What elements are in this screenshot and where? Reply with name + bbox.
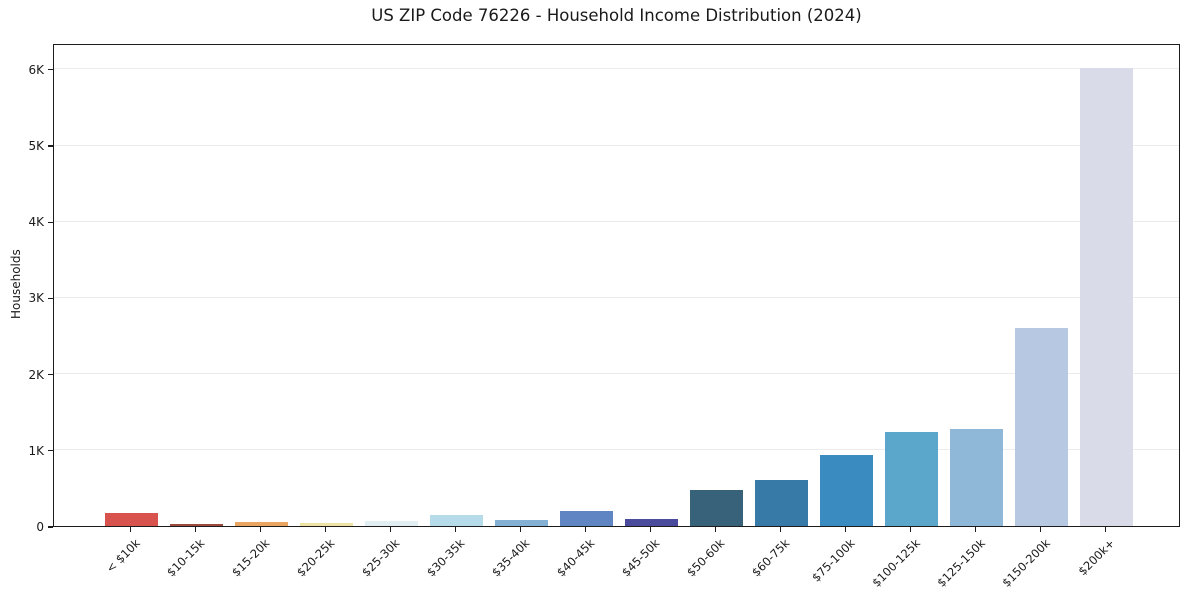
y-tick-mark: [48, 374, 53, 376]
x-tick-label: $50-60k: [684, 536, 728, 580]
bar-75-100k: [820, 455, 874, 526]
x-tick-label: $45-50k: [619, 536, 663, 580]
gridline-6K: [54, 68, 1179, 70]
x-tick-mark: [650, 527, 652, 532]
x-tick-mark: [130, 527, 132, 532]
gridline-4K: [54, 220, 1179, 222]
y-tick-label-0: 0: [36, 520, 44, 534]
gridline-2K: [54, 373, 1179, 375]
x-tick-mark: [780, 527, 782, 532]
y-tick-label-1K: 1K: [28, 443, 44, 458]
x-tick-mark: [195, 527, 197, 532]
bar-45-50k: [625, 519, 679, 526]
y-tick-mark: [48, 297, 53, 300]
gridline-5K: [54, 144, 1179, 146]
y-tick-mark: [48, 145, 53, 147]
y-tick-label-5K: 5K: [28, 139, 44, 154]
x-tick-label: $125-150k: [933, 536, 988, 590]
bar-35-40k: [495, 520, 549, 526]
y-tick-mark: [48, 69, 53, 71]
x-tick-label: $75-100k: [808, 536, 858, 585]
x-tick-label: $10-15k: [164, 536, 208, 580]
y-tick-mark: [48, 526, 53, 528]
bar-10-15k: [170, 524, 224, 526]
x-tick-mark: [845, 527, 847, 532]
x-tick-mark: [1040, 527, 1042, 532]
y-tick-mark: [48, 450, 53, 452]
x-tick-mark: [260, 527, 262, 532]
bar-150-200k: [1015, 327, 1069, 526]
bar-40-45k: [560, 510, 614, 526]
x-tick-label: < $10k: [103, 536, 143, 576]
x-tick-mark: [715, 527, 717, 532]
x-tick-mark: [390, 527, 392, 532]
bar-100-125k: [885, 432, 939, 526]
y-tick-label-4K: 4K: [28, 215, 44, 230]
bar-60-75k: [755, 480, 809, 526]
bar-125-150k: [950, 428, 1004, 526]
bar-50-60k: [690, 490, 744, 526]
y-tick-label-2K: 2K: [28, 367, 44, 382]
bar-200k: [1080, 68, 1134, 526]
x-tick-mark: [520, 527, 522, 532]
chart-title: US ZIP Code 76226 - Household Income Dis…: [371, 6, 862, 25]
x-tick-label: $150-200k: [998, 536, 1053, 590]
bar-20-25k: [300, 522, 354, 526]
bar-10k: [105, 513, 159, 526]
x-tick-mark: [455, 527, 457, 532]
x-tick-label: $40-45k: [554, 536, 598, 580]
y-axis-label: Households: [9, 249, 23, 319]
x-tick-mark: [1105, 527, 1107, 532]
x-tick-label: $200k+: [1075, 536, 1118, 579]
x-tick-label: $35-40k: [489, 536, 533, 580]
gridline-3K: [54, 296, 1179, 298]
bar-30-35k: [430, 515, 484, 526]
plot-area: [53, 44, 1180, 527]
x-tick-mark: [975, 527, 977, 532]
x-tick-mark: [910, 527, 912, 532]
x-tick-label: $20-25k: [294, 536, 338, 580]
bar-25-30k: [365, 520, 419, 526]
x-tick-mark: [325, 527, 327, 532]
bar-15-20k: [235, 522, 289, 526]
x-tick-label: $100-125k: [868, 536, 923, 590]
y-tick-mark: [48, 221, 53, 223]
x-tick-mark: [585, 527, 587, 532]
y-tick-label-6K: 6K: [28, 62, 44, 77]
x-tick-label: $60-75k: [749, 536, 793, 580]
x-tick-label: $30-35k: [424, 536, 468, 580]
gridline-1K: [54, 449, 1179, 451]
x-tick-label: $25-30k: [359, 536, 403, 580]
y-tick-label-3K: 3K: [28, 291, 44, 306]
x-tick-label: $15-20k: [229, 536, 273, 580]
